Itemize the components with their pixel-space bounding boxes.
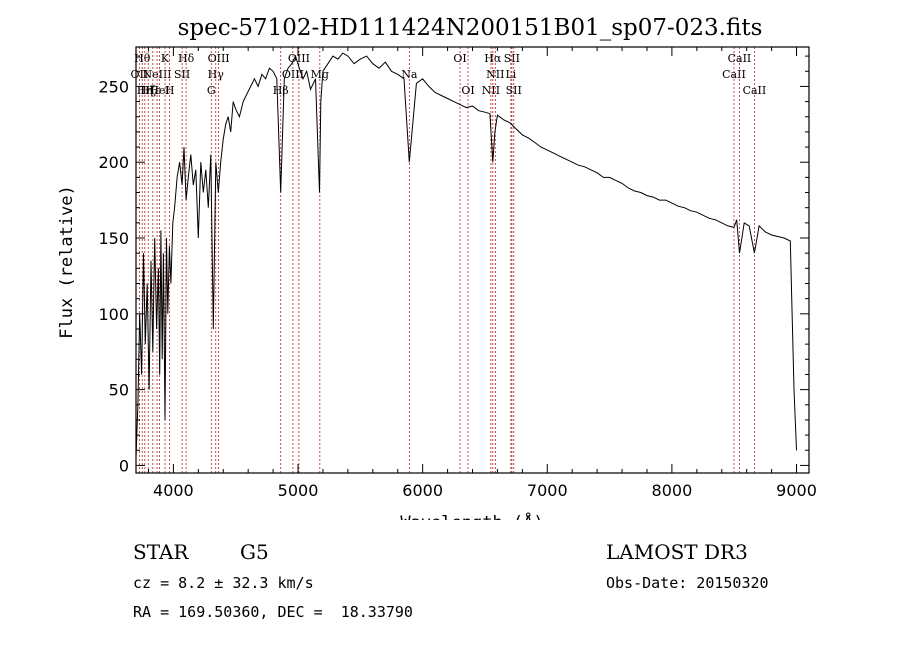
survey-name: LAMOST DR3	[606, 540, 748, 564]
x-tick-label: 8000	[652, 481, 693, 500]
line-label: NII	[482, 84, 500, 97]
line-label: OII	[131, 68, 149, 81]
line-label: SII	[506, 84, 522, 97]
y-tick-label: 250	[98, 77, 129, 96]
x-tick-label: 5000	[278, 481, 319, 500]
x-tick-label: 4000	[153, 481, 194, 500]
line-label: CaII	[722, 68, 746, 81]
line-label: Hζ	[140, 84, 156, 97]
line-label: NII	[486, 68, 504, 81]
line-label: OIII	[288, 52, 310, 65]
line-label: Hη	[137, 84, 153, 97]
y-tick-label: 200	[98, 153, 129, 172]
line-label: OIII	[282, 68, 304, 81]
line-label: Li	[505, 68, 516, 81]
axis-ticks: 4000 5000 6000 7000 8000 9000 0 50 100 150 200 250	[98, 47, 817, 500]
coordinates: RA = 169.50360, DEC = 18.33790	[133, 603, 413, 621]
line-label: H	[165, 84, 175, 97]
line-label: OIII	[208, 52, 230, 65]
y-axis-label: Flux (relative)	[57, 185, 77, 339]
line-label: Hβ	[273, 84, 289, 97]
line-label: Mg	[311, 68, 329, 81]
line-label: Hδ	[178, 52, 195, 65]
line-markers: OIIHθHηHζHεNeIIIHeIKHSIIHδGHγOIIIHβOIIIO…	[131, 47, 767, 473]
x-axis-label: Wavelength (Å)	[400, 511, 543, 520]
line-label: SII	[174, 68, 190, 81]
line-label: Na	[401, 68, 418, 81]
line-label: G	[207, 84, 216, 97]
line-label: OI	[453, 52, 466, 65]
y-tick-label: 100	[98, 305, 129, 324]
object-subclass: G5	[240, 540, 269, 564]
obs-date: Obs-Date: 20150320	[606, 574, 769, 592]
x-tick-label: 9000	[776, 481, 817, 500]
x-tick-label: 6000	[402, 481, 443, 500]
line-label: CaII	[743, 84, 767, 97]
spectrum-chart: spec-57102-HD111424N200151B01_sp07-023.f…	[57, 15, 817, 520]
line-label: K	[161, 52, 170, 65]
spectrum-line	[135, 52, 797, 458]
line-label: CaII	[728, 52, 752, 65]
line-label: SII	[504, 52, 520, 65]
y-tick-label: 0	[119, 456, 129, 475]
line-label: OI	[461, 84, 474, 97]
y-tick-label: 50	[109, 381, 129, 400]
line-label: NeIII	[142, 68, 171, 81]
y-tick-label: 150	[98, 229, 129, 248]
line-label: Hα	[484, 52, 502, 65]
chart-title: spec-57102-HD111424N200151B01_sp07-023.f…	[178, 15, 763, 41]
x-tick-label: 7000	[527, 481, 568, 500]
object-class: STAR	[133, 540, 189, 564]
line-label: Hθ	[134, 52, 151, 65]
line-label: Hγ	[208, 68, 225, 81]
redshift-info: cz = 8.2 ± 32.3 km/s	[133, 574, 314, 592]
